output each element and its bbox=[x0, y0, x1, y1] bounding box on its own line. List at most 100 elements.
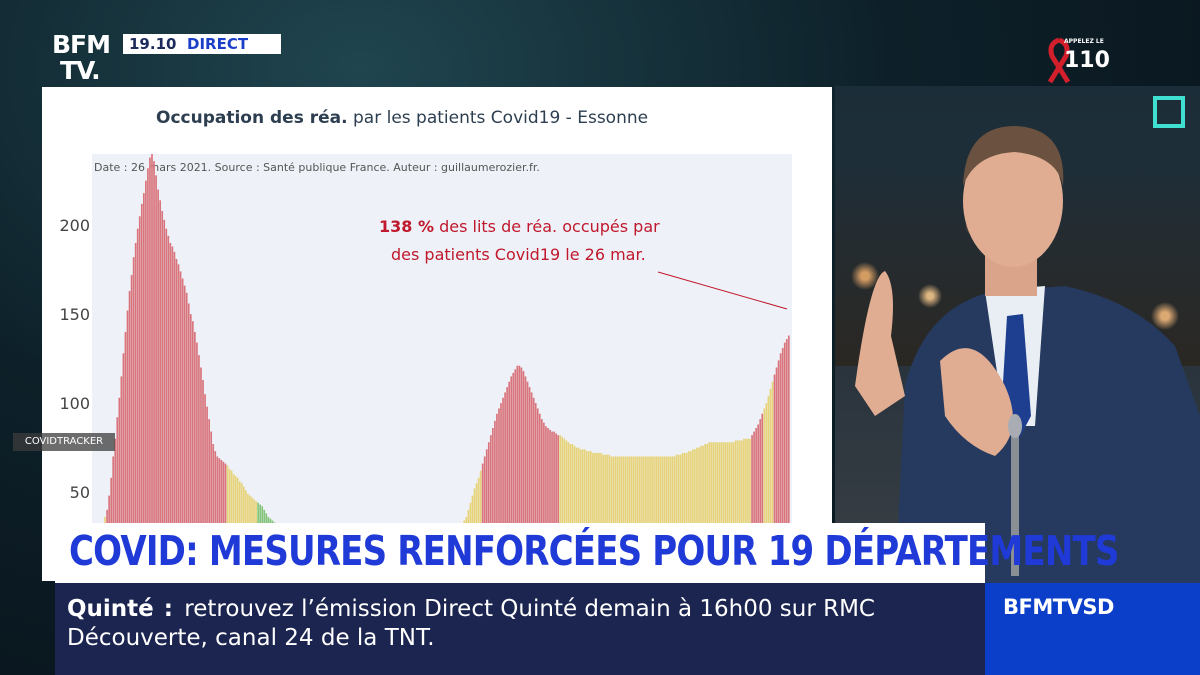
chart-bar bbox=[543, 422, 545, 581]
headline-banner: COVID: MESURES RENFORCÉES POUR 19 DÉPART… bbox=[55, 523, 1119, 583]
chart-bar bbox=[736, 440, 739, 581]
chart-bar bbox=[504, 392, 506, 581]
chart-bar bbox=[496, 413, 498, 581]
y-tick-label: 200 bbox=[59, 216, 90, 235]
chart-bar bbox=[585, 451, 588, 581]
chart-bar bbox=[181, 278, 184, 581]
chart-bar bbox=[600, 452, 602, 581]
chart-bar bbox=[751, 435, 753, 581]
chart-bar bbox=[194, 331, 196, 581]
chart-bar bbox=[726, 442, 729, 581]
chart-bar bbox=[612, 456, 615, 581]
chart-bar bbox=[147, 168, 149, 581]
chart-bar bbox=[665, 456, 668, 581]
chart-bar bbox=[679, 454, 682, 581]
chart-bar bbox=[773, 374, 776, 581]
chart-bar bbox=[755, 427, 757, 581]
chart-bar bbox=[775, 367, 778, 581]
chart-bar bbox=[171, 246, 174, 581]
chart-bar bbox=[710, 442, 713, 581]
chart-bar bbox=[151, 154, 153, 581]
chart-bar bbox=[547, 427, 549, 581]
chart-bar bbox=[781, 347, 784, 581]
chart-bar bbox=[592, 452, 594, 581]
chart-subtitle: Date : 26 mars 2021. Source : Santé publ… bbox=[94, 161, 540, 174]
chart-bar bbox=[636, 456, 639, 581]
chart-bar bbox=[220, 460, 223, 581]
chart-bar bbox=[222, 461, 225, 581]
live-clock: 19.10 DIRECT bbox=[123, 34, 281, 54]
ticker-separator: : bbox=[163, 596, 173, 622]
red-ribbon-icon bbox=[1047, 37, 1071, 84]
chart-bar bbox=[643, 456, 645, 581]
chart-bar bbox=[661, 456, 664, 581]
chart-bar bbox=[216, 456, 219, 581]
chart-bar bbox=[169, 242, 172, 581]
chart-bar bbox=[124, 331, 127, 581]
chart-bar bbox=[198, 355, 200, 581]
chart-bar bbox=[622, 456, 625, 581]
chart-bar bbox=[606, 454, 608, 581]
chart-bar bbox=[769, 388, 772, 581]
chart-bar bbox=[706, 444, 709, 581]
chart-bar bbox=[655, 456, 657, 581]
chart-bar bbox=[753, 431, 755, 581]
chart-bar bbox=[787, 335, 790, 581]
chart-bar bbox=[704, 444, 706, 581]
chart-bar bbox=[641, 456, 643, 581]
chart-bar bbox=[716, 442, 719, 581]
ribbon-number: 110 bbox=[1064, 48, 1110, 73]
chart-bar bbox=[675, 454, 678, 581]
chart-bar bbox=[528, 387, 531, 581]
chart-bar bbox=[583, 449, 586, 581]
chart-bar bbox=[149, 157, 151, 581]
chart-bar bbox=[534, 403, 537, 581]
chart-bar bbox=[663, 456, 666, 581]
chart-bar bbox=[142, 193, 145, 581]
chart-bar bbox=[212, 444, 215, 581]
chart-bar bbox=[596, 452, 598, 581]
chart-bar bbox=[128, 291, 131, 581]
chart-bar bbox=[567, 442, 570, 581]
chart-bar bbox=[747, 438, 749, 581]
chart-bar bbox=[498, 408, 500, 581]
chart-bar bbox=[761, 413, 764, 581]
chart-bar bbox=[206, 406, 208, 581]
chart-bar bbox=[130, 274, 133, 581]
chart-bar bbox=[734, 440, 737, 581]
chart-bar bbox=[694, 449, 696, 581]
chart-bar bbox=[647, 456, 649, 581]
chart-bar bbox=[536, 408, 539, 581]
chart-bar bbox=[524, 376, 527, 581]
chart-bar bbox=[634, 456, 637, 581]
chart-bar bbox=[738, 440, 741, 581]
chart-bar bbox=[516, 365, 519, 581]
chart-bar bbox=[487, 442, 490, 581]
chart-bar bbox=[671, 456, 674, 581]
icu-occupancy-chart: Occupation des réa. par les patients Cov… bbox=[42, 87, 832, 581]
channel-logo: BFM TV. bbox=[52, 32, 118, 84]
chart-bar bbox=[116, 417, 119, 581]
chart-bar bbox=[549, 429, 551, 581]
chart-bar bbox=[204, 394, 206, 581]
chart-bar bbox=[140, 203, 143, 581]
chart-bar bbox=[500, 403, 502, 581]
chart-bar bbox=[765, 403, 768, 581]
chart-bar bbox=[604, 454, 606, 581]
chart-bar bbox=[657, 456, 660, 581]
chart-bar bbox=[561, 436, 564, 581]
chart-bar bbox=[485, 449, 488, 581]
chart-bar bbox=[702, 445, 704, 581]
chart-bar bbox=[785, 339, 788, 581]
ribbon-caption: APPELEZ LE bbox=[1064, 38, 1104, 45]
chart-bar bbox=[530, 392, 533, 581]
y-tick-label: 50 bbox=[70, 483, 90, 502]
chart-bar bbox=[173, 251, 176, 581]
chart-bar bbox=[218, 458, 221, 581]
chart-bar bbox=[749, 438, 751, 581]
chart-bar bbox=[159, 200, 161, 581]
chart-bar bbox=[767, 395, 770, 581]
chart-bar bbox=[512, 372, 515, 581]
chart-bar bbox=[638, 456, 641, 581]
chart-bar bbox=[683, 452, 686, 581]
